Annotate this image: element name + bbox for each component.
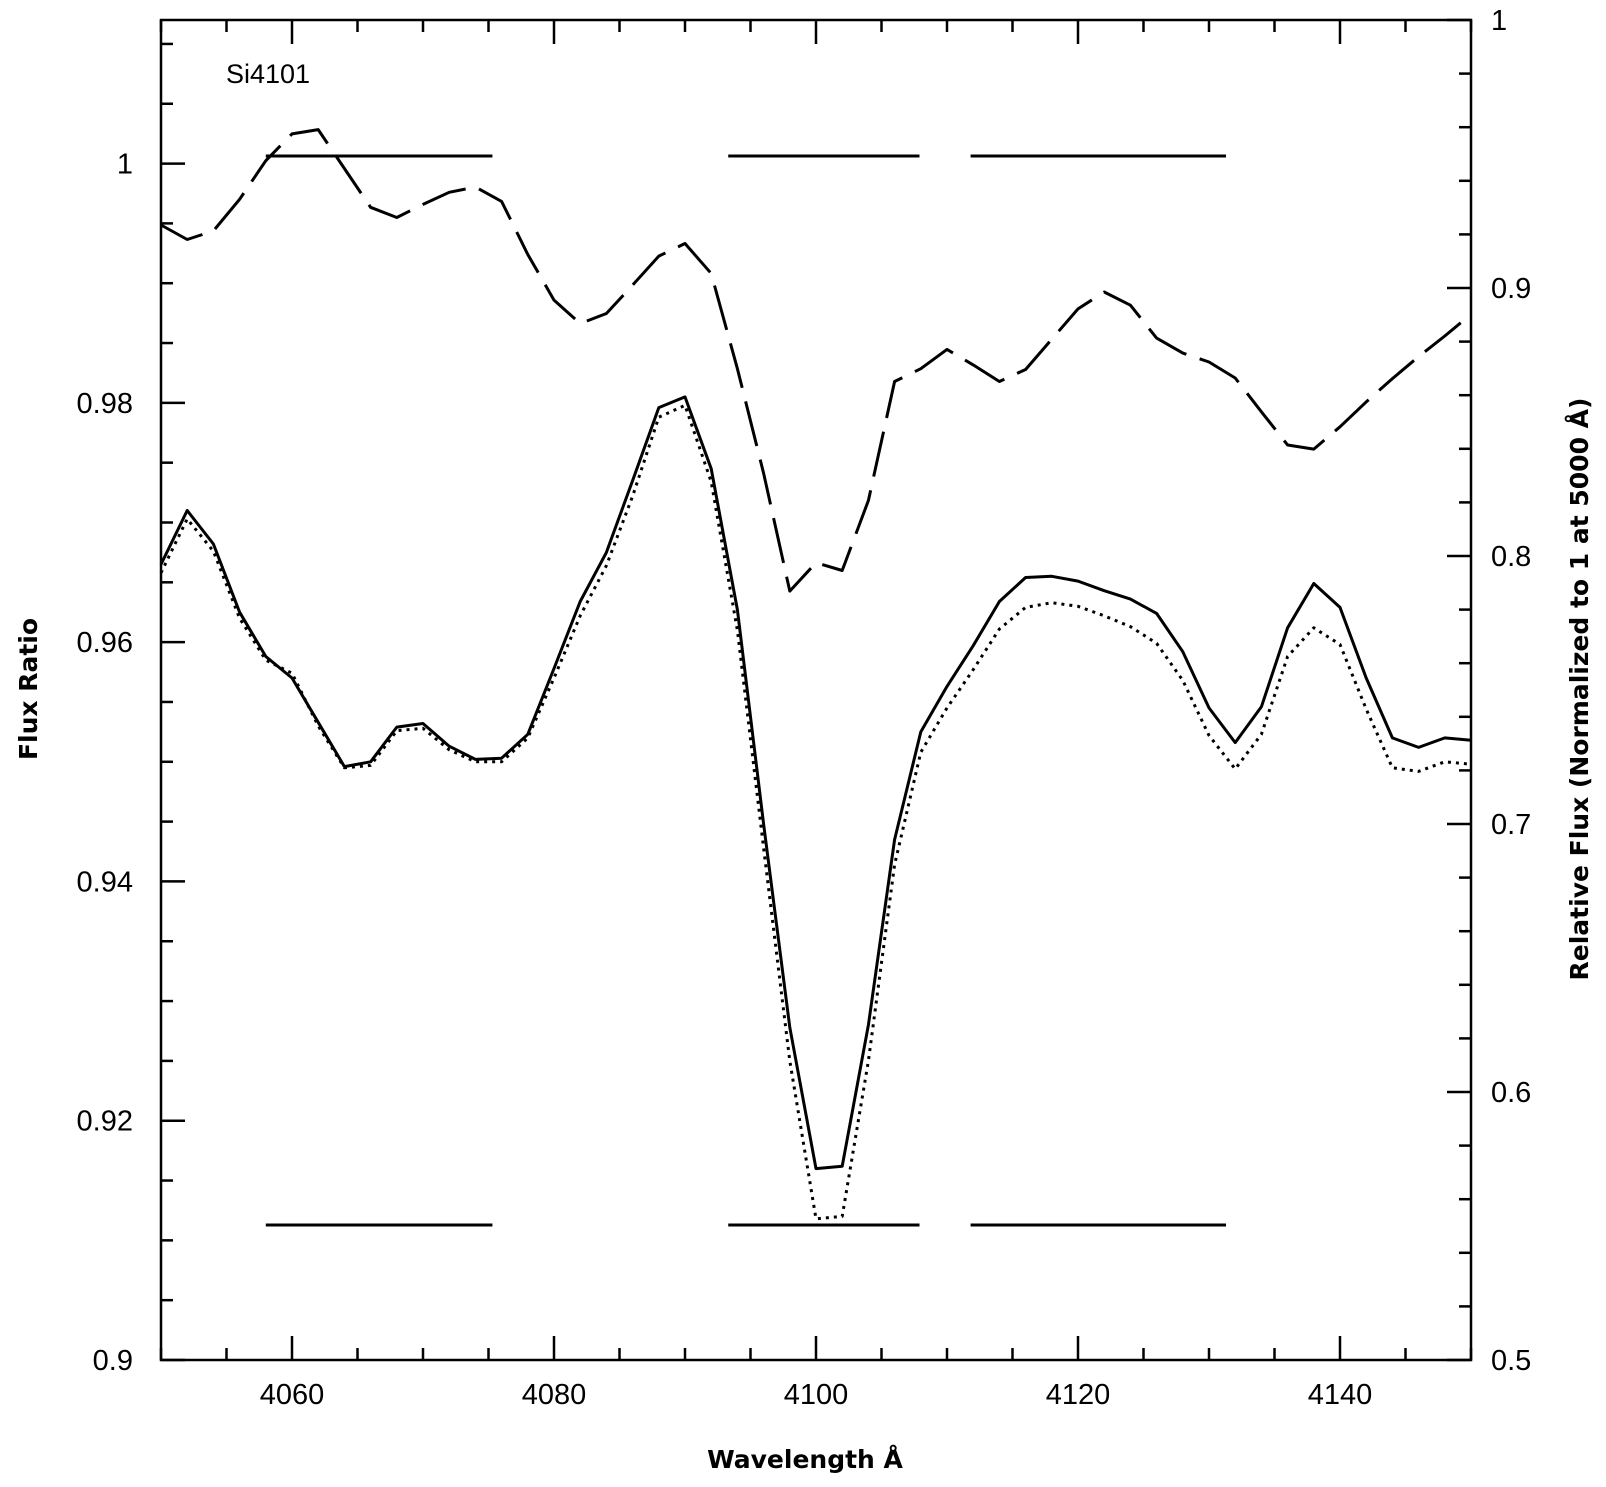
panel-label: Si4101 — [226, 59, 310, 89]
x-tick-label: 4080 — [522, 1379, 587, 1411]
x-tick-label: 4100 — [784, 1379, 849, 1411]
dotted-series-line — [159, 403, 1472, 1221]
y-left-tick-label: 0.9 — [93, 1345, 133, 1377]
y-axis-right-title: Relative Flux (Normalized to 1 at 5000 Å… — [1565, 398, 1594, 981]
y-axis-left-title: Flux Ratio — [14, 618, 43, 760]
y-right-tick-label: 1 — [1491, 5, 1507, 37]
x-tick-label: 4120 — [1046, 1379, 1111, 1411]
y-right-tick-label: 0.7 — [1491, 809, 1531, 841]
y-right-tick-label: 0.6 — [1491, 1077, 1531, 1109]
tick-labels: 4060 4080 4100 4120 4140 0.9 0.92 0.94 0.96 0.98 1… — [77, 5, 1532, 1411]
dashed-series-line — [160, 128, 1472, 593]
y-left-tick-label: 0.92 — [77, 1106, 133, 1138]
y-right-tick-label: 0.8 — [1491, 541, 1531, 573]
x-tick-label: 4140 — [1308, 1379, 1373, 1411]
solid-series-line — [159, 395, 1472, 1171]
x-tick-label: 4060 — [260, 1379, 325, 1411]
y-left-tick-label: 0.98 — [77, 388, 133, 420]
x-axis-title: Wavelength Å — [707, 1445, 903, 1474]
tick-marks — [159, 18, 1473, 1362]
y-right-tick-label: 0.5 — [1491, 1345, 1531, 1377]
y-left-tick-label: 0.96 — [77, 627, 133, 659]
plot-frame — [159, 18, 1473, 1362]
y-left-tick-label: 0.94 — [77, 866, 133, 898]
y-left-tick-label: 1 — [117, 149, 133, 181]
y-right-tick-label: 0.9 — [1491, 273, 1531, 305]
series-group — [159, 128, 1472, 1221]
continuum-bands — [265, 154, 1227, 1227]
